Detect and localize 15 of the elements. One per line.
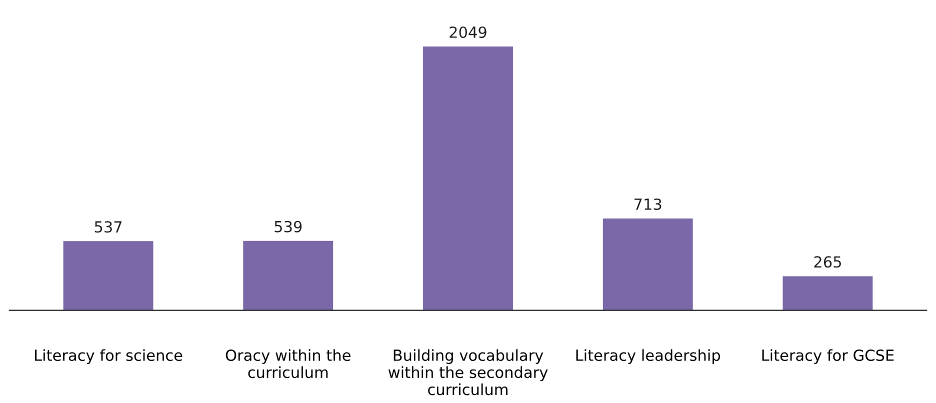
data-label: 265 (814, 256, 841, 268)
bar (243, 240, 334, 310)
x-tick-label: Literacy leadership (576, 349, 720, 364)
bar (782, 276, 873, 310)
bar (63, 241, 154, 310)
bar (423, 46, 513, 310)
data-label: 2049 (450, 26, 486, 38)
x-tick-label: Oracy within the curriculum (226, 349, 350, 378)
bar (602, 218, 693, 310)
x-tick-label: Building vocabulary within the secondary curriculum (388, 349, 548, 396)
x-tick-label: Literacy for science (35, 349, 182, 364)
x-tick-label: Literacy for GCSE (762, 349, 894, 364)
data-label: 539 (274, 220, 302, 232)
data-label: 537 (94, 221, 122, 233)
data-label: 713 (634, 198, 662, 210)
